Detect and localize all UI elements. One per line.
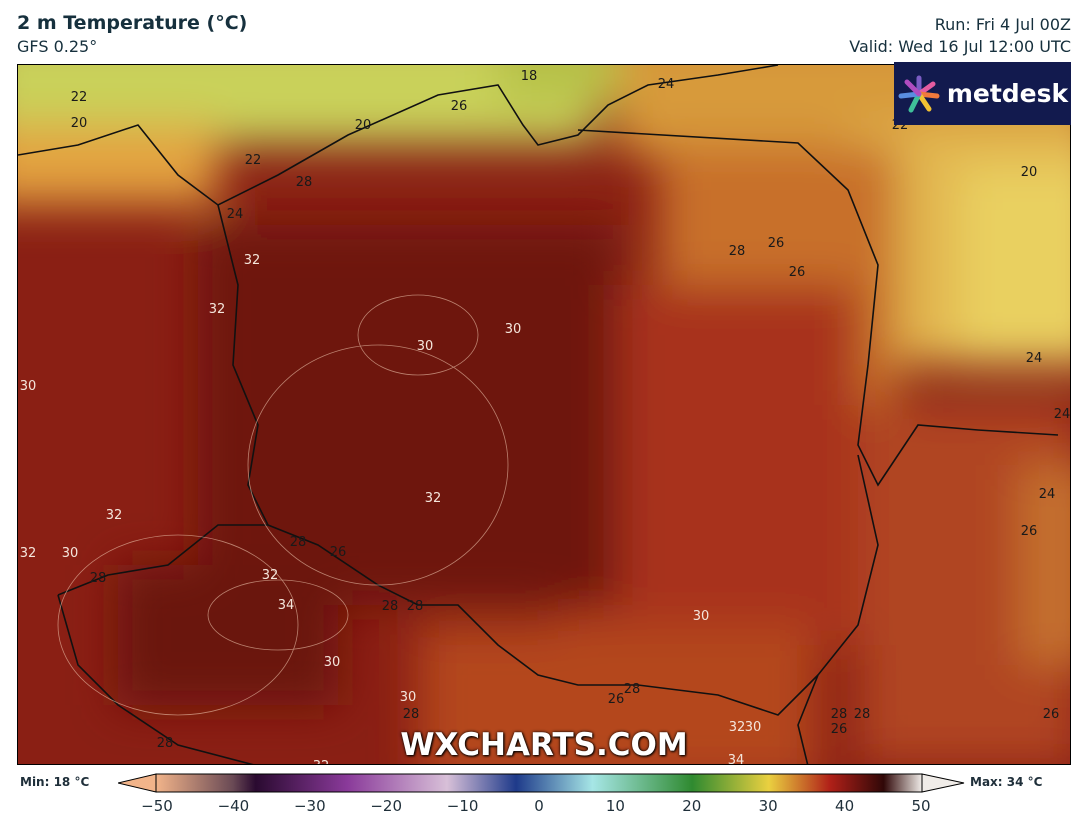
contour-label: 30 [745, 720, 762, 735]
run-label: Run: Fri 4 Jul 00Z [934, 15, 1071, 34]
contour-label: 32 [425, 491, 442, 506]
contour-label: 30 [693, 609, 710, 624]
legend-max: Max: 34 °C [970, 775, 1043, 789]
contour-label: 28 [854, 707, 871, 722]
contour-label: 28 [296, 175, 313, 190]
colorbar-tick-label: 10 [605, 797, 625, 815]
contour-label: 28 [407, 599, 424, 614]
metdesk-logo: metdesk [894, 62, 1071, 125]
contour-label: 30 [324, 655, 341, 670]
valid-label: Valid: Wed 16 Jul 12:00 UTC [849, 37, 1071, 56]
contour-label: 26 [451, 99, 468, 114]
contour-label: 28 [157, 736, 174, 751]
contour-label: 28 [90, 571, 107, 586]
contour-label: 30 [400, 690, 417, 705]
contour-label: 26 [330, 545, 347, 560]
legend-min: Min: 18 °C [20, 775, 90, 789]
contour-label: 34 [278, 598, 295, 613]
contour-label: 24 [1039, 487, 1056, 502]
colorbar-tick-label: −40 [217, 797, 250, 815]
contour-label: 28 [624, 682, 641, 697]
contour-label: 32 [209, 302, 226, 317]
contour-label: 22 [245, 153, 262, 168]
contour-label: 28 [729, 244, 746, 259]
contour-label: 30 [20, 379, 37, 394]
contour-label: 26 [1043, 707, 1060, 722]
metdesk-flower-icon [898, 75, 940, 112]
colorbar-tick-label: 50 [911, 797, 931, 815]
contour-label: 30 [505, 322, 522, 337]
contour-label: 24 [1054, 407, 1071, 422]
contour-label: 32 [20, 546, 37, 561]
contour-label: 28 [403, 707, 420, 722]
contour-label: 26 [608, 692, 625, 707]
colorbar-tick-label: 30 [758, 797, 778, 815]
colorbar-tick-label: −10 [446, 797, 479, 815]
wxcharts-watermark: WXCHARTS.COM [400, 727, 688, 763]
contour-label: 34 [728, 753, 745, 765]
colorbar-tick-label: −30 [293, 797, 326, 815]
model-label: GFS 0.25° [17, 37, 98, 56]
contour-label: 20 [355, 118, 372, 133]
contour-label: 28 [382, 599, 399, 614]
contour-label: 24 [227, 207, 244, 222]
colorbar-tick-label: 40 [835, 797, 855, 815]
contour-label: 32 [106, 508, 123, 523]
contour-label: 20 [1021, 165, 1038, 180]
colorbar-tick-label: −20 [370, 797, 403, 815]
chart-title: 2 m Temperature (°C) [17, 12, 248, 34]
contour-label: 26 [1021, 524, 1038, 539]
contour-label: 24 [658, 77, 675, 92]
contour-label: 30 [62, 546, 79, 561]
contour-label: 28 [290, 535, 307, 550]
colorbar-tick-label: 20 [682, 797, 702, 815]
contour-label: 28 [831, 707, 848, 722]
metdesk-logo-text: metdesk [946, 79, 1069, 108]
colorbar [118, 773, 965, 793]
contour-label: 32 [313, 759, 330, 765]
colorbar-tick-label: 0 [534, 797, 544, 815]
contour-label: 26 [768, 236, 785, 251]
colorbar-tick-label: −50 [141, 797, 173, 815]
temperature-map: 18 22 20 26 24 20 22 22 20 28 24 32 32 30 30 28 26 26 24 24… [17, 64, 1071, 765]
contour-label: 32 [262, 568, 279, 583]
contour-label: 18 [521, 69, 538, 84]
contour-label: 30 [417, 339, 434, 354]
contour-label: 32 [244, 253, 261, 268]
contour-label: 26 [789, 265, 806, 280]
contour-label: 26 [831, 722, 848, 737]
contour-label: 32 [729, 720, 746, 735]
contour-label: 22 [71, 90, 88, 105]
contour-label: 20 [71, 116, 88, 131]
contour-label: 24 [1026, 351, 1043, 366]
